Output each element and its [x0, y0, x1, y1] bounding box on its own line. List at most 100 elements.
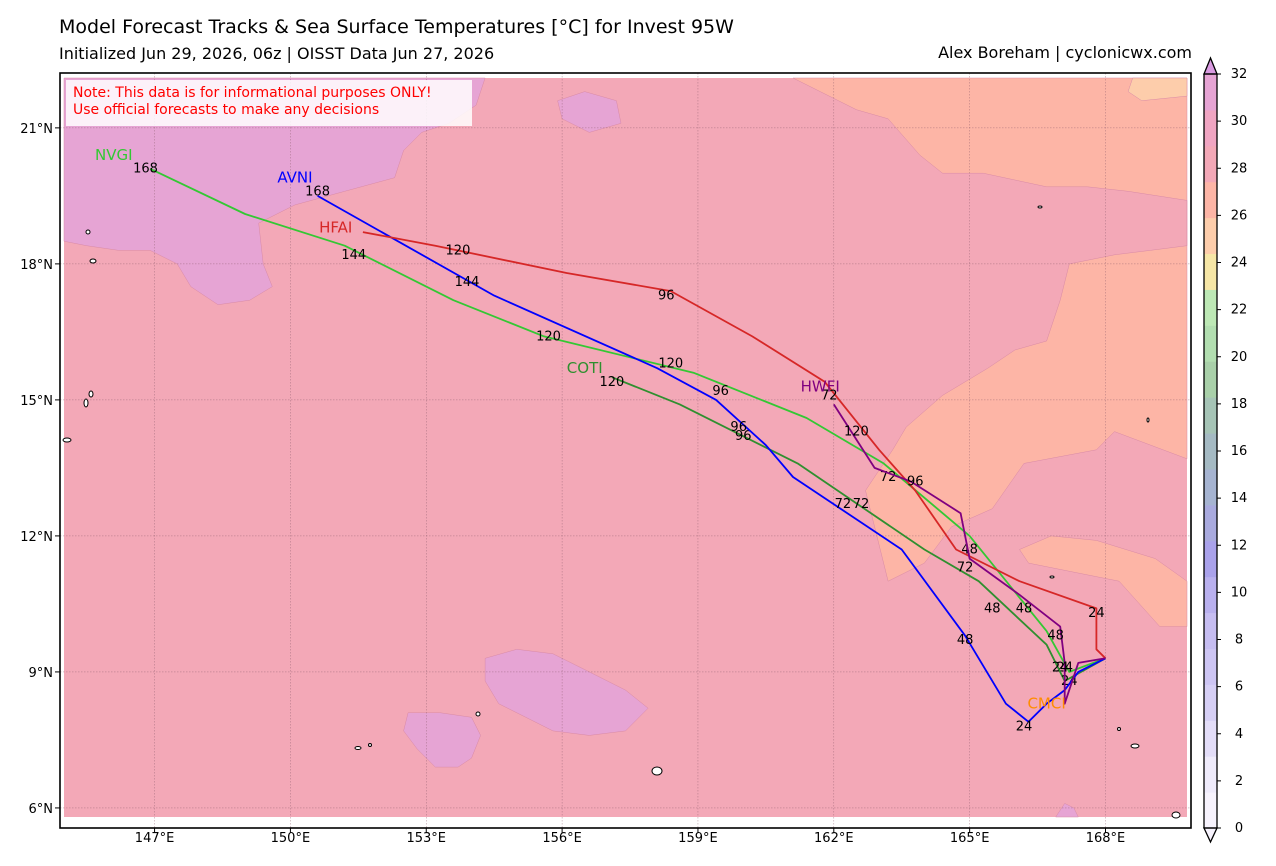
- lon-tick-label: 147°E: [135, 831, 175, 846]
- track-hwfi: 24 48 72 96 120 HWFI: [801, 377, 1106, 705]
- colorbar-band: [1204, 576, 1217, 614]
- colorbar-band: [1204, 217, 1217, 255]
- islands: [62, 205, 1181, 819]
- forecast-hour-label: 120: [844, 425, 869, 440]
- lat-tick-label: 18°N: [20, 258, 53, 273]
- lat-tick-label: 6°N: [29, 802, 54, 817]
- forecast-tracks: 24487296120144168NVGI24487296120COTI2448…: [95, 146, 1107, 734]
- lat-tick-label: 12°N: [20, 530, 53, 545]
- island: [354, 746, 362, 750]
- colorbar-band: [1204, 433, 1217, 470]
- colorbar-band: [1204, 468, 1217, 506]
- island: [85, 229, 91, 235]
- colorbar-tick-label: 22: [1231, 303, 1248, 318]
- lon-tick-label: 150°E: [271, 831, 311, 846]
- island: [1049, 575, 1055, 579]
- lat-tick-label: 9°N: [29, 666, 54, 681]
- disclaimer-note: Note: This data is for informational pur…: [66, 80, 472, 126]
- forecast-hour-label: 72: [853, 497, 870, 512]
- sst-region: [1019, 535, 1188, 627]
- colorbar-band: [1204, 504, 1217, 542]
- lat-tick-label: 21°N: [20, 122, 53, 137]
- track-line: [362, 231, 1107, 659]
- island: [1117, 727, 1121, 731]
- island: [1037, 205, 1043, 209]
- colorbar-tick-label: 32: [1231, 67, 1248, 82]
- forecast-hour-label: 48: [984, 601, 1001, 616]
- track-cmci: CMCI: [1027, 695, 1065, 713]
- lon-tick-label: 159°E: [678, 831, 718, 846]
- forecast-hour-label: 24: [1052, 660, 1069, 675]
- colorbar-tick-label: 4: [1235, 727, 1243, 742]
- sst-region: [792, 77, 1188, 582]
- colorbar-band: [1204, 109, 1217, 147]
- colorbar-tick-label: 16: [1231, 444, 1248, 459]
- island: [1171, 811, 1181, 819]
- colorbar-tick-label: 12: [1231, 538, 1248, 553]
- forecast-hour-label: 96: [712, 384, 729, 399]
- track-name-label: HFAI: [319, 219, 352, 237]
- colorbar-band: [1204, 684, 1217, 721]
- colorbar-tick-label: 0: [1235, 821, 1243, 836]
- track-name-label: COTI: [567, 359, 603, 377]
- colorbar-band: [1204, 540, 1217, 578]
- colorbar-tick-label: 20: [1231, 350, 1248, 365]
- colorbar-tick-label: 8: [1235, 633, 1243, 648]
- colorbar-band: [1204, 756, 1217, 793]
- track-name-label: HWFI: [801, 377, 840, 395]
- colorbar-tick-label: 10: [1231, 585, 1248, 600]
- forecast-hour-label: 144: [455, 275, 480, 290]
- lon-tick-label: 165°E: [950, 831, 990, 846]
- lon-tick-label: 162°E: [814, 831, 854, 846]
- colorbar-band: [1204, 792, 1217, 829]
- forecast-hour-label: 120: [600, 375, 625, 390]
- forecast-hour-label: 48: [1016, 601, 1033, 616]
- sst-region: [484, 649, 649, 736]
- track-name-label: CMCI: [1027, 695, 1065, 713]
- colorbar-band: [1204, 325, 1217, 362]
- colorbar-tick-label: 2: [1235, 774, 1243, 789]
- colorbar-band: [1204, 289, 1217, 326]
- track-hfai: 24 48 72 96 120 HFAI: [319, 219, 1107, 659]
- track-name-label: AVNI: [277, 169, 312, 187]
- colorbar-band: [1204, 648, 1217, 685]
- sst-region: [403, 712, 481, 768]
- forecast-hour-label: 120: [658, 357, 683, 372]
- forecast-hour-label: 96: [907, 475, 924, 490]
- colorbar-tick-label: 24: [1231, 256, 1248, 271]
- sst-region: [1127, 77, 1188, 101]
- axis-ticks: 147°E 150°E 153°E 156°E 159°E 162°E 165°E 168°E…: [20, 122, 1125, 846]
- island: [475, 711, 481, 717]
- lon-tick-label: 156°E: [542, 831, 582, 846]
- forecast-hour-label: 24: [1016, 719, 1033, 734]
- colorbar-tick-label: 30: [1231, 114, 1248, 129]
- author-credit: Alex Boreham | cyclonicwx.com: [938, 43, 1192, 62]
- colorbar-tick-label: 28: [1231, 161, 1248, 176]
- colorbar-tick-label: 18: [1231, 397, 1248, 412]
- colorbar-tick-label: 26: [1231, 208, 1248, 223]
- track-line: [833, 403, 1106, 705]
- plot-frame: [59, 72, 1192, 829]
- forecast-hour-label: 96: [730, 420, 747, 435]
- forecast-hour-label: 168: [133, 162, 158, 177]
- track-line: [149, 167, 1106, 673]
- lat-tick-label: 15°N: [20, 394, 53, 409]
- page-title: Model Forecast Tracks & Sea Surface Temp…: [59, 16, 734, 38]
- forecast-hour-label: 120: [536, 329, 561, 344]
- track-line: [611, 376, 1106, 682]
- colorbar-band: [1204, 720, 1217, 757]
- colorbar-band: [1204, 612, 1217, 649]
- forecast-hour-label: 48: [961, 543, 978, 558]
- island: [62, 437, 72, 443]
- sst-regions: [63, 77, 1188, 818]
- disclaimer-line-2: Use official forecasts to make any decis…: [73, 102, 380, 118]
- colorbar-band: [1204, 74, 1217, 111]
- forecast-hour-label: 168: [305, 184, 330, 199]
- track-line: [317, 195, 1106, 723]
- lon-tick-label: 168°E: [1086, 831, 1126, 846]
